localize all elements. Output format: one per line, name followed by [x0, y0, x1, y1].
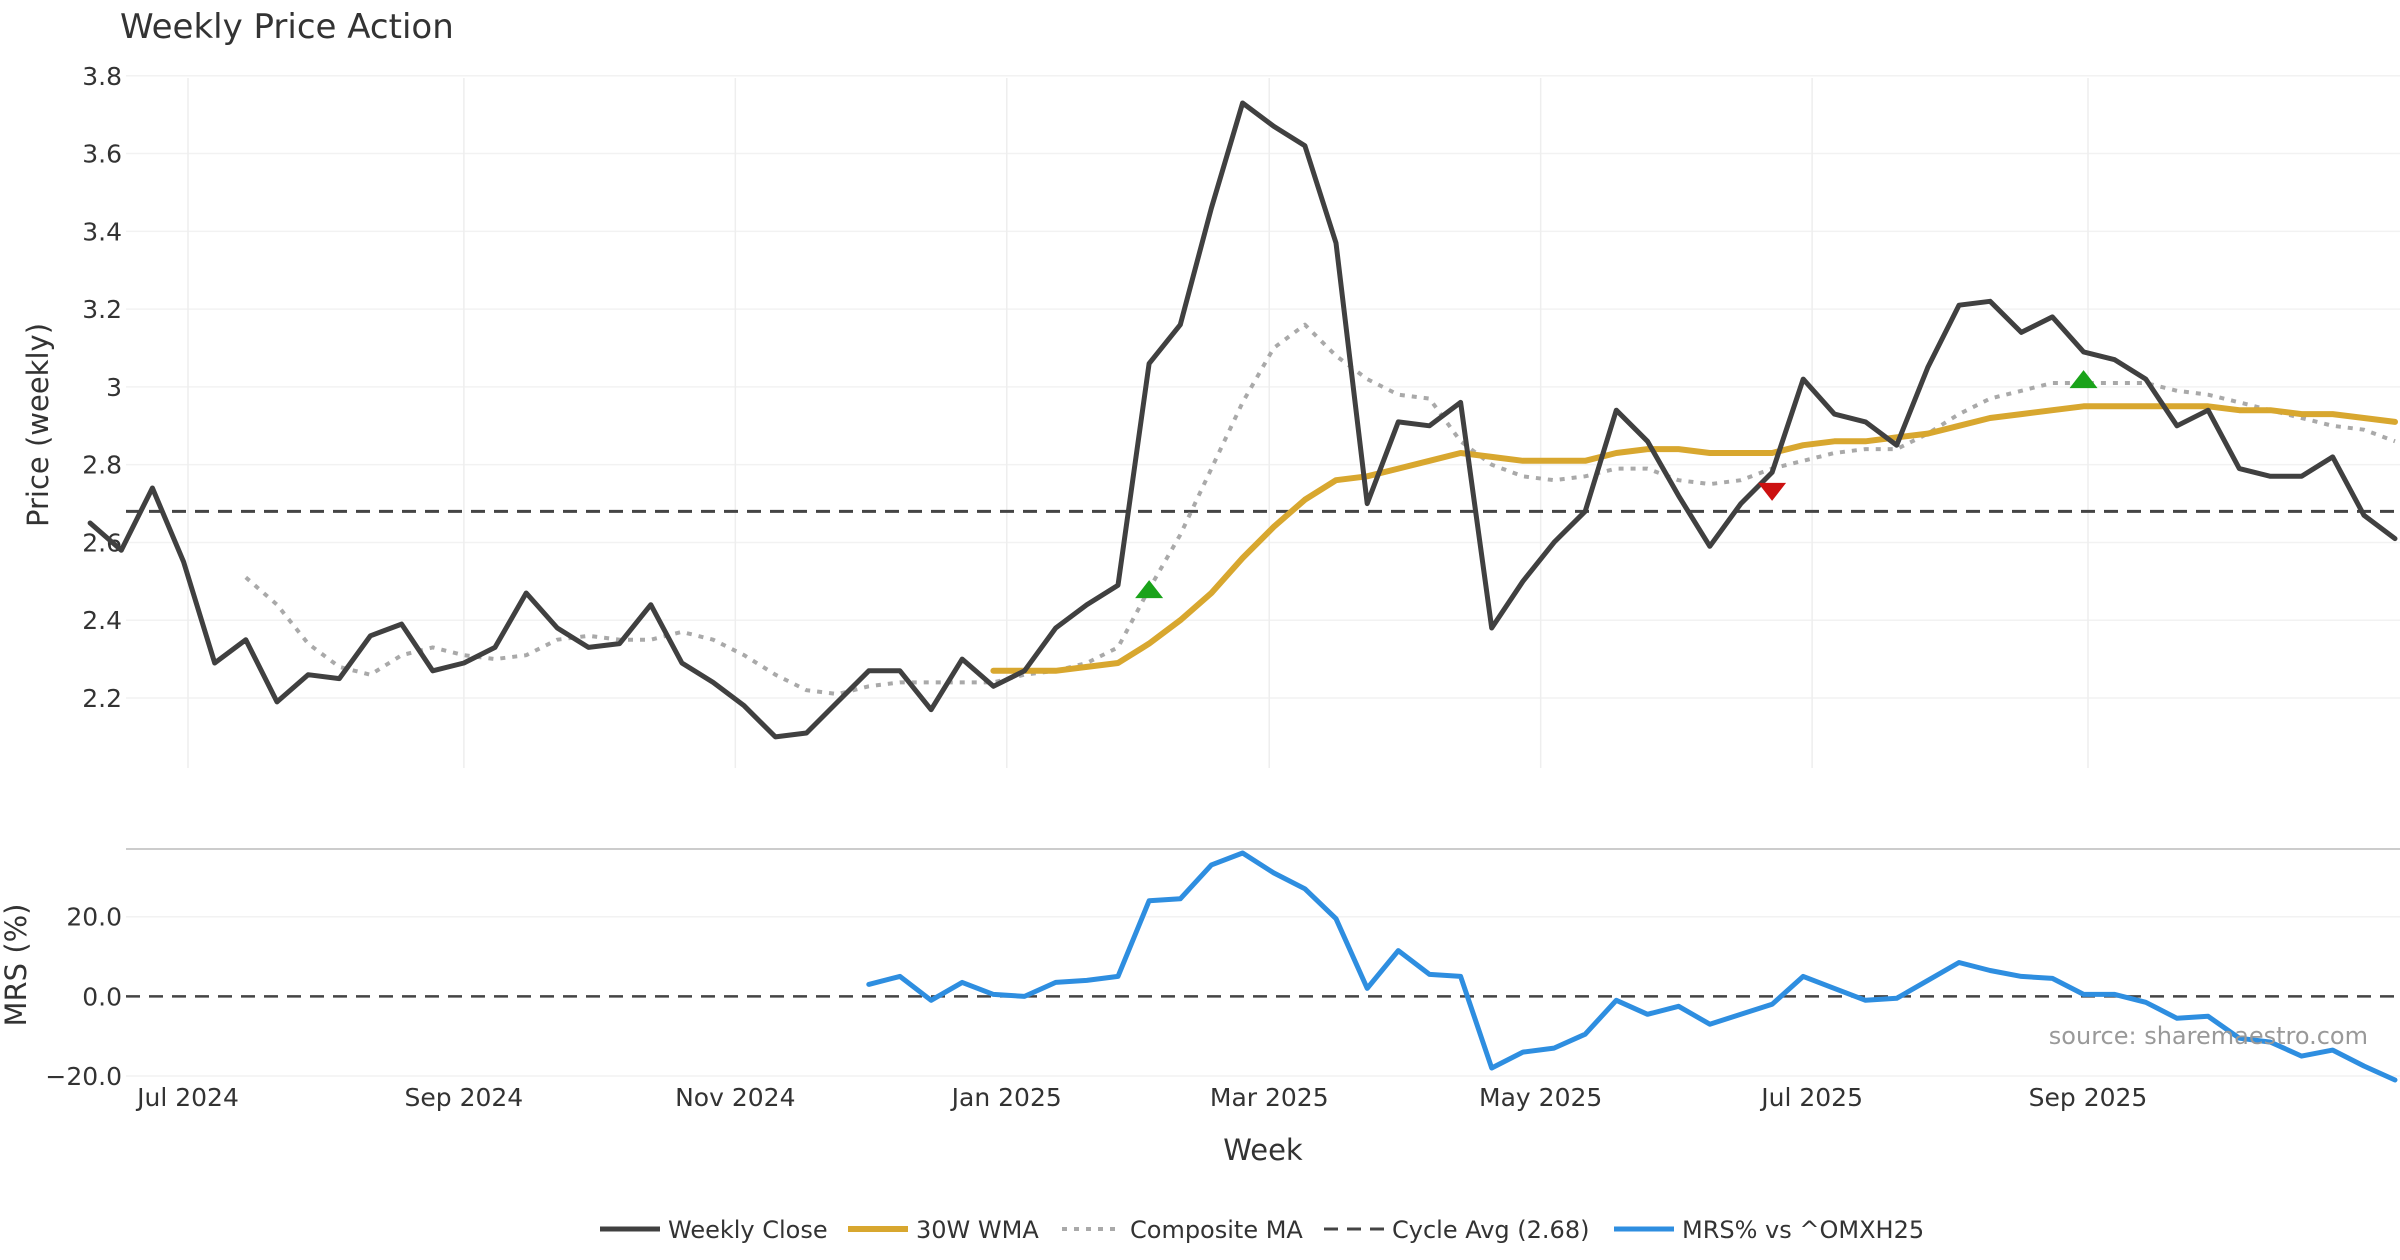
price-y-axis-title: Price (weekly): [21, 323, 55, 527]
series-composite-ma: [244, 322, 2396, 697]
chart-legend: Weekly Close 30W WMA Composite MA Cycle Avg…: [600, 1216, 1924, 1244]
legend-label-weekly-close: Weekly Close: [668, 1216, 828, 1244]
mrs-gridlines: [126, 915, 2400, 1077]
price-y-tick-label: 3.4: [82, 217, 122, 246]
series-30w-wma: [990, 403, 2398, 674]
mrs-y-tick-label: −20.0: [45, 1062, 122, 1091]
mrs-y-axis-title: MRS (%): [0, 904, 33, 1027]
x-axis-title: Week: [1223, 1133, 1303, 1167]
legend-label-composite-ma: Composite MA: [1130, 1216, 1303, 1244]
price-series-layer: [87, 100, 2400, 740]
x-tick-label: May 2025: [1479, 1083, 1602, 1112]
price-y-tick-label: 3.2: [82, 295, 122, 324]
mrs-y-tick-label: 0.0: [82, 982, 122, 1011]
chart-title: Weekly Price Action: [120, 7, 454, 47]
price-y-tick-label: 3: [106, 373, 122, 402]
price-y-tick-label: 3.6: [82, 140, 122, 169]
price-y-tick-label: 2.8: [82, 451, 122, 480]
x-tick-label: Nov 2024: [675, 1083, 795, 1112]
x-ticks: Jul 2024 Sep 2024 Nov 2024 Jan 2025 Mar 2025…: [135, 1083, 2147, 1112]
source-watermark: source: sharemaestro.com: [2049, 1022, 2368, 1050]
x-tick-label: Sep 2025: [2029, 1083, 2148, 1112]
x-tick-label: Jul 2025: [1759, 1083, 1863, 1112]
series-mrs-vs-omxh25: [866, 850, 2398, 1083]
series-weekly-close: [87, 100, 2398, 740]
x-tick-label: Jan 2025: [950, 1083, 1062, 1112]
mrs-y-tick-label: 20.0: [66, 903, 122, 932]
price-y-ticks: 2.22.42.62.833.23.43.63.8: [82, 62, 122, 713]
signal-markers: [1135, 370, 2098, 599]
price-y-tick-label: 3.8: [82, 62, 122, 91]
price-y-tick-label: 2.2: [82, 684, 122, 713]
x-tick-label: Jul 2024: [135, 1083, 239, 1112]
buy-signal-marker: [1135, 580, 1164, 599]
price-gridlines: [126, 75, 2400, 768]
x-tick-label: Sep 2024: [405, 1083, 524, 1112]
legend-label-cycle-avg-2-68: Cycle Avg (2.68): [1392, 1216, 1589, 1244]
mrs-series-layer: [866, 850, 2398, 1083]
legend-label-mrs-vs-omxh25: MRS% vs ^OMXH25: [1682, 1216, 1924, 1244]
sell-signal-marker: [1758, 482, 1787, 501]
mrs-y-ticks: −20.0 0.0 20.0: [45, 903, 122, 1091]
buy-signal-marker: [2069, 370, 2098, 389]
x-tick-label: Mar 2025: [1210, 1083, 1329, 1112]
legend-label-30w-wma: 30W WMA: [916, 1216, 1039, 1244]
price-y-tick-label: 2.4: [82, 606, 122, 635]
